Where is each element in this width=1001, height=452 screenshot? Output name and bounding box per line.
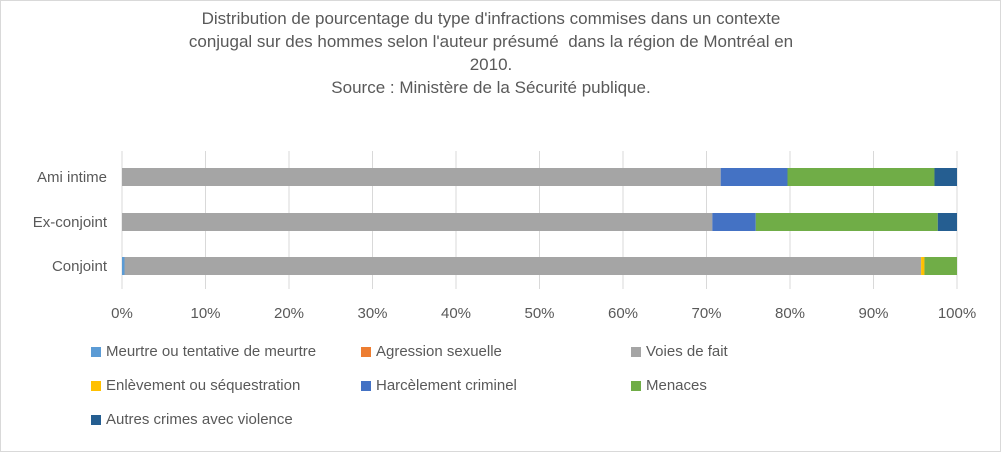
x-tick-label: 10%: [190, 305, 220, 322]
legend-label: Menaces: [646, 377, 707, 394]
x-tick-label: 30%: [357, 305, 387, 322]
legend-swatch: [361, 380, 371, 391]
legend-item: Agression sexuelle: [361, 343, 631, 360]
y-tick-label: Ex-conjoint: [33, 214, 108, 231]
legend-label: Agression sexuelle: [376, 343, 502, 360]
bar-segment: [787, 168, 935, 186]
bar-segment: [921, 257, 925, 275]
x-tick-label: 60%: [608, 305, 638, 322]
legend: Meurtre ou tentative de meurtre Agression…: [91, 343, 971, 428]
legend-label: Autres crimes avec violence: [106, 411, 293, 428]
x-tick-label: 20%: [274, 305, 304, 322]
chart-title-line-3: 2010.: [469, 55, 513, 74]
bar-segment: [937, 213, 957, 231]
x-tick-label: 100%: [938, 305, 976, 322]
legend-item: Voies de fait: [631, 343, 901, 360]
legend-item: Harcèlement criminel: [361, 377, 631, 394]
chart-title-line-2: conjugal sur des hommes selon l'auteur p…: [188, 32, 794, 51]
bar-segment: [720, 168, 788, 186]
legend-label: Harcèlement criminel: [376, 377, 517, 394]
y-tick-label: Ami intime: [37, 169, 107, 186]
x-tick-label: 90%: [858, 305, 888, 322]
chart-title-line-4: Source : Ministère de la Sécurité publiq…: [331, 78, 651, 97]
bar-segment: [122, 213, 713, 231]
y-tick-label: Conjoint: [52, 258, 108, 275]
x-tick-label: 80%: [775, 305, 805, 322]
bar-segment: [934, 168, 957, 186]
chart-title-line-1: Distribution de pourcentage du type d'in…: [201, 9, 781, 28]
legend-item: Autres crimes avec violence: [91, 411, 361, 428]
legend-label: Voies de fait: [646, 343, 728, 360]
legend-item: Meurtre ou tentative de meurtre: [91, 343, 361, 360]
x-tick-label: 50%: [524, 305, 554, 322]
bar-segment: [924, 257, 957, 275]
bar-segment: [122, 168, 721, 186]
legend-swatch: [631, 380, 641, 391]
legend-item: Menaces: [631, 377, 901, 394]
bar-segment: [122, 257, 125, 275]
bar-segment: [712, 213, 756, 231]
legend-swatch: [91, 414, 101, 425]
x-tick-label: 0%: [111, 305, 133, 322]
legend-swatch: [631, 346, 641, 357]
legend-swatch: [361, 346, 371, 357]
legend-label: Enlèvement ou séquestration: [106, 377, 301, 394]
legend-swatch: [91, 380, 101, 391]
chart-title: Distribution de pourcentage du type d'in…: [61, 7, 921, 99]
bar-segment: [124, 257, 922, 275]
x-tick-label: 40%: [441, 305, 471, 322]
x-tick-label: 70%: [691, 305, 721, 322]
legend-label: Meurtre ou tentative de meurtre: [106, 343, 317, 360]
legend-item: Enlèvement ou séquestration: [91, 377, 361, 394]
legend-swatch: [91, 346, 101, 357]
bar-segment: [755, 213, 938, 231]
